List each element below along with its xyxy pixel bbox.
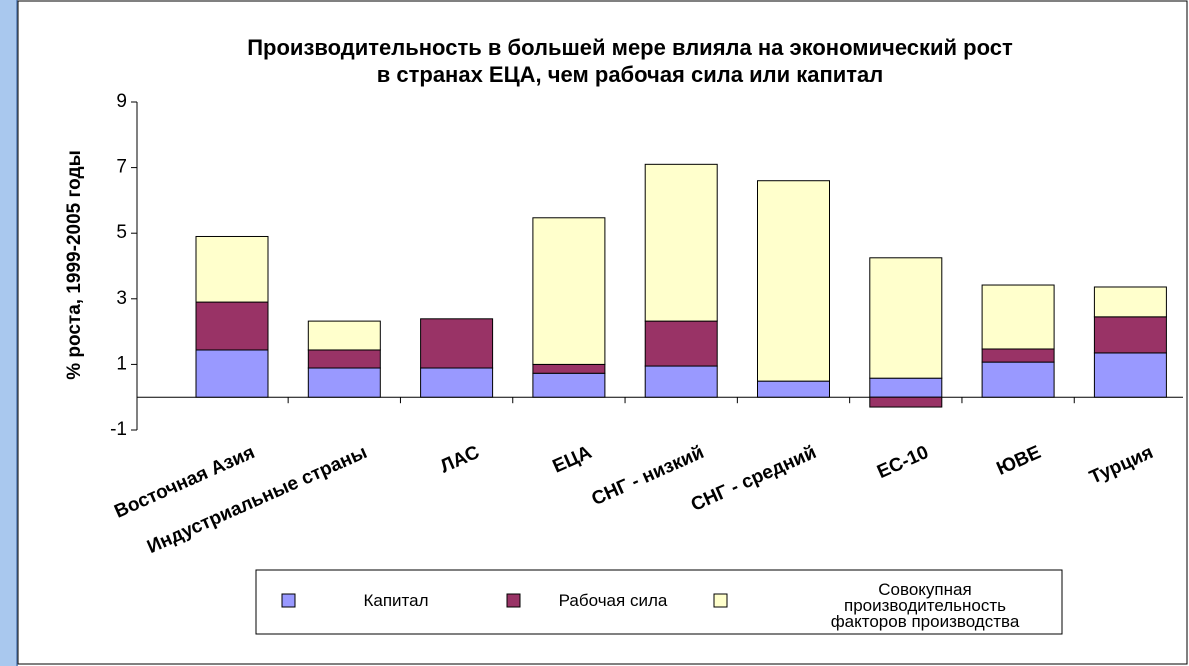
bar-segment xyxy=(757,380,830,398)
bar-segment xyxy=(644,320,718,367)
legend-box xyxy=(255,569,1063,635)
legend-label: Рабочая сила xyxy=(558,591,668,610)
bar-segment xyxy=(420,318,494,369)
bar-segment xyxy=(869,377,943,398)
bar-segment xyxy=(195,301,269,351)
bar-segment xyxy=(532,217,606,365)
bar-segment xyxy=(869,396,943,408)
y-axis-label: % роста, 1999-2005 годы xyxy=(64,150,85,380)
bar-segment xyxy=(307,320,381,351)
bar-segment xyxy=(869,257,943,379)
y-tick-label: 3 xyxy=(116,288,127,309)
legend-label: Совокупная производительность факторов п… xyxy=(830,580,1020,631)
bar-segment xyxy=(1093,316,1167,354)
bar-segment xyxy=(981,348,1055,363)
bar-segment xyxy=(981,284,1055,350)
bar-segment xyxy=(307,349,381,369)
bar-segment xyxy=(195,349,269,398)
y-tick-label: 7 xyxy=(116,157,127,178)
bar-segment xyxy=(644,365,718,398)
y-tick-label: -1 xyxy=(110,419,127,440)
bar-segment xyxy=(1093,286,1167,318)
legend-label: Капитал xyxy=(363,591,429,610)
bar-segment xyxy=(532,363,606,374)
legend-swatch xyxy=(281,593,296,608)
legend-swatch xyxy=(713,593,728,608)
bar-segment xyxy=(195,235,269,303)
bar-segment xyxy=(1093,352,1167,398)
bar-segment xyxy=(981,361,1055,398)
bar-segment xyxy=(757,180,830,382)
side-strip xyxy=(0,0,18,666)
bar-segment xyxy=(420,367,494,398)
y-tick-label: 9 xyxy=(116,91,127,112)
legend-swatch xyxy=(506,593,521,608)
bar-segment xyxy=(307,367,381,398)
bar-segment xyxy=(644,163,718,322)
y-tick-label: 5 xyxy=(116,222,127,243)
chart-title: Производительность в большей мере влияла… xyxy=(247,35,1013,87)
y-tick-label: 1 xyxy=(116,353,127,374)
bar-segment xyxy=(532,372,606,398)
